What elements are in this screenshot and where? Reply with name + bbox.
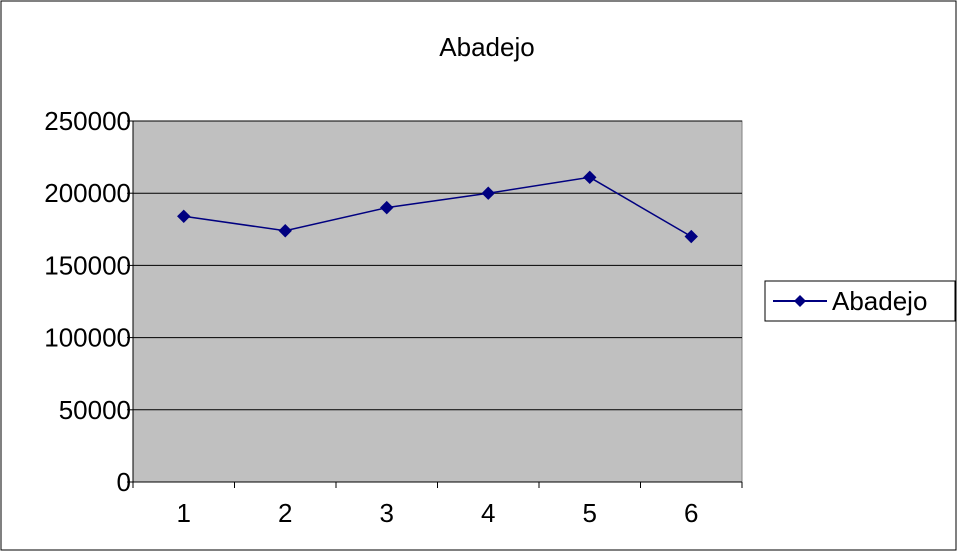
y-tick-label: 0 <box>117 467 131 497</box>
data-point-marker <box>177 209 191 224</box>
legend-series-marker <box>794 295 806 307</box>
x-tick-label: 1 <box>177 498 191 528</box>
legend-series-label: Abadejo <box>832 286 927 316</box>
legend: Abadejo <box>764 280 956 322</box>
x-tick-label: 2 <box>278 498 292 528</box>
x-tick-label: 3 <box>380 498 394 528</box>
y-tick-label: 100000 <box>44 323 131 353</box>
data-point-marker <box>278 224 292 238</box>
y-tick-label: 250000 <box>44 106 131 136</box>
data-point-marker <box>684 229 698 244</box>
data-point-marker <box>481 186 495 200</box>
chart-title: Abadejo <box>439 32 534 62</box>
plot-area <box>132 120 743 483</box>
y-tick-label: 50000 <box>59 395 131 425</box>
y-tick-label: 200000 <box>44 178 131 208</box>
y-tick-labels: 0 50000 100000 150000 200000 250000 <box>44 106 133 497</box>
data-point-marker <box>583 170 597 185</box>
gridlines <box>133 120 742 411</box>
x-tick-label: 5 <box>583 498 597 528</box>
x-tick-label: 4 <box>481 498 495 528</box>
data-point-marker <box>380 200 394 215</box>
x-tick-labels: 1 2 3 4 5 6 <box>132 482 743 528</box>
y-tick-label: 150000 <box>44 250 131 280</box>
series-layer <box>177 170 698 244</box>
x-tick-label: 6 <box>684 498 698 528</box>
series-line <box>183 176 692 238</box>
